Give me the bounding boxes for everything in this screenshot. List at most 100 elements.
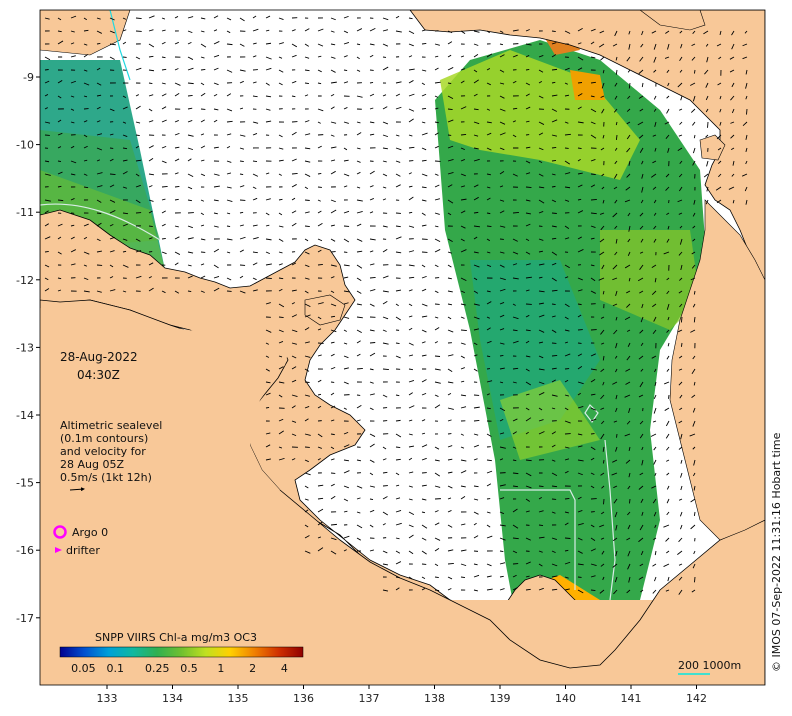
velocity-arrow	[109, 17, 115, 21]
velocity-arrow	[369, 107, 374, 110]
velocity-arrow	[499, 418, 504, 422]
velocity-arrow	[538, 368, 545, 371]
velocity-arrow	[213, 225, 219, 228]
velocity-arrow	[615, 368, 618, 373]
velocity-arrow	[265, 277, 272, 280]
velocity-arrow	[408, 264, 415, 267]
velocity-arrow	[343, 470, 350, 474]
velocity-arrow	[265, 444, 271, 448]
velocity-arrow	[678, 420, 683, 424]
velocity-arrow	[291, 158, 297, 162]
velocity-arrow	[512, 29, 519, 32]
velocity-arrow	[369, 211, 374, 214]
velocity-arrow	[369, 472, 374, 476]
velocity-arrow	[600, 56, 605, 61]
velocity-arrow	[174, 225, 179, 228]
velocity-arrow	[447, 393, 452, 396]
velocity-arrow	[473, 316, 480, 320]
velocity-arrow	[564, 133, 571, 136]
velocity-arrow	[304, 186, 309, 190]
velocity-arrow	[745, 69, 748, 75]
velocity-arrow	[96, 94, 102, 97]
velocity-arrow	[679, 108, 683, 111]
velocity-arrow	[44, 173, 51, 176]
velocity-arrow	[598, 43, 605, 48]
velocity-arrow	[677, 199, 683, 203]
velocity-arrow	[434, 576, 439, 578]
velocity-arrow	[486, 53, 493, 58]
velocity-arrow	[278, 366, 284, 370]
velocity-arrow	[486, 301, 492, 305]
velocity-arrow	[421, 537, 427, 541]
velocity-arrow	[291, 262, 297, 266]
velocity-arrow	[525, 29, 530, 32]
velocity-arrow	[525, 510, 530, 513]
velocity-arrow	[447, 277, 452, 280]
velocity-arrow	[615, 446, 618, 452]
velocity-arrow	[590, 290, 596, 294]
velocity-arrow	[213, 119, 218, 123]
velocity-arrow	[252, 55, 257, 58]
velocity-arrow	[356, 316, 363, 319]
velocity-arrow	[460, 367, 465, 370]
velocity-arrow	[434, 121, 439, 124]
velocity-arrow	[652, 134, 657, 137]
velocity-arrow	[486, 132, 492, 136]
velocity-arrow	[291, 197, 296, 201]
velocity-arrow	[434, 589, 440, 592]
velocity-arrow	[551, 277, 557, 282]
velocity-arrow	[538, 186, 545, 189]
velocity-arrow	[330, 43, 336, 46]
velocity-arrow	[666, 459, 670, 462]
velocity-arrow	[499, 458, 504, 461]
velocity-arrow	[460, 198, 467, 201]
velocity-arrow	[693, 485, 696, 491]
velocity-arrow	[226, 43, 233, 46]
velocity-arrow	[226, 212, 231, 215]
velocity-arrow	[200, 56, 205, 59]
velocity-arrow	[317, 55, 322, 58]
velocity-arrow	[317, 108, 324, 112]
velocity-arrow	[600, 95, 605, 98]
velocity-arrow	[434, 563, 439, 567]
velocity-arrow	[395, 225, 401, 228]
velocity-arrow	[356, 485, 363, 489]
latitude-tick-label: -10	[16, 139, 34, 152]
velocity-arrow	[148, 185, 153, 188]
velocity-arrow	[460, 210, 466, 214]
velocity-arrow	[174, 198, 179, 201]
longitude-ticks: 133 134 135 136 137 138 139 140 141 142	[97, 685, 707, 705]
velocity-arrow	[525, 199, 531, 202]
velocity-arrow	[666, 277, 670, 281]
velocity-arrow	[613, 108, 618, 113]
velocity-arrow	[122, 212, 129, 215]
velocity-arrow	[148, 237, 153, 240]
velocity-arrow	[486, 535, 493, 539]
velocity-arrow	[109, 108, 115, 112]
velocity-arrow	[434, 173, 439, 176]
velocity-arrow	[174, 185, 180, 188]
velocity-arrow	[434, 485, 441, 488]
velocity-arrow	[317, 238, 323, 242]
velocity-arrow	[83, 29, 89, 32]
velocity-arrow	[330, 433, 335, 436]
velocity-arrow	[551, 30, 556, 32]
velocity-arrow	[693, 290, 696, 295]
legend-line-2: (0.1m contours)	[60, 432, 148, 445]
velocity-arrow	[174, 172, 179, 175]
velocity-arrow	[135, 275, 142, 279]
velocity-arrow	[718, 56, 722, 60]
velocity-arrow	[291, 405, 296, 409]
velocity-arrow	[304, 147, 311, 150]
velocity-arrow	[639, 290, 644, 294]
velocity-arrow	[667, 342, 670, 347]
velocity-arrow	[317, 458, 321, 461]
velocity-arrow	[654, 121, 657, 127]
velocity-arrow	[148, 108, 153, 112]
velocity-arrow	[512, 574, 517, 578]
velocity-arrow	[590, 393, 596, 396]
velocity-arrow	[265, 224, 270, 227]
velocity-arrow	[690, 329, 696, 333]
velocity-arrow	[447, 264, 452, 268]
velocity-arrow	[44, 236, 51, 240]
